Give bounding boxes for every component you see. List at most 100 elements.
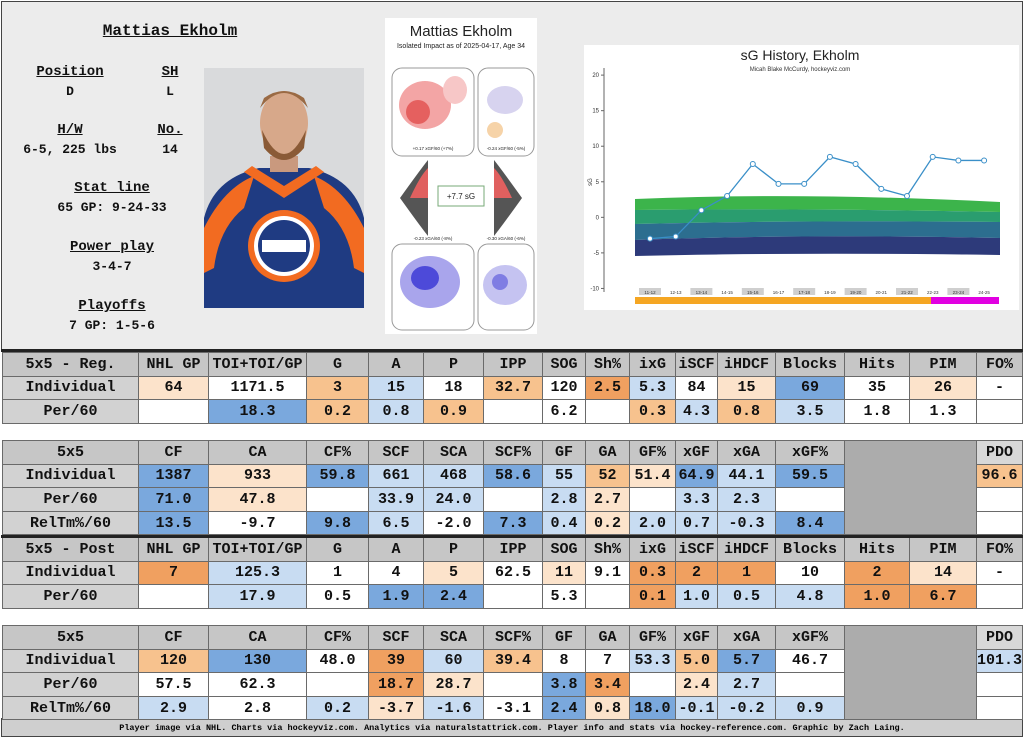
table-cell: IPP [483,537,543,562]
table-cell: 0.4 [542,510,586,536]
table-cell: Blocks [775,537,845,562]
info-value: D [66,84,74,99]
table-cell: Individual [2,375,139,401]
info-label: SH [161,64,179,80]
table-cell: 64.9 [675,463,718,489]
table-cell: 60 [423,648,484,674]
sg-subtitle: Micah Blake McCurdy, hockeyviz.com [750,67,851,73]
sg-point [929,153,936,160]
table-cell: 7 [138,560,209,586]
table-cell: 3 [306,375,369,401]
table-cell: -3.7 [368,695,424,721]
table-cell: 10 [775,560,845,586]
table-cell: 5.7 [717,648,776,674]
player-name: Mattias Ekholm [102,22,238,40]
table-cell: GF% [629,440,676,465]
table-cell: Sh% [585,537,630,562]
table-cell: GA [585,625,630,650]
separator [1,349,1023,352]
x-tick-label: 21-22 [901,290,913,295]
table-cell: 35 [844,375,910,401]
table-cell: FO% [976,352,1023,377]
table-cell: Sh% [585,352,630,377]
table-cell: 7.3 [483,510,543,536]
table-cell: 0.9 [423,399,484,424]
table-cell: CF% [306,440,369,465]
table-cell: NHL GP [138,537,209,562]
sg-point [698,207,705,214]
table-cell: A [368,537,424,562]
table-cell: SOG [542,537,586,562]
table-cell: PDO [976,440,1023,465]
table-cell: 55 [542,463,586,489]
table-cell: 125.3 [208,560,307,586]
table-cell: CF [138,625,209,650]
table-cell: CF% [306,625,369,650]
x-tick-label: 18-19 [824,290,836,295]
table-cell: 6.2 [542,399,586,424]
table-cell: FO% [976,537,1023,562]
y-tick-label: 0 [596,215,600,221]
table-cell [585,399,630,424]
x-tick-label: 15-16 [747,290,759,295]
table-cell: TOI+TOI/GP [208,537,307,562]
charts-layer: sG History, Ekholm Micah Blake McCurdy, … [385,18,1019,334]
table-cell: 51.4 [629,463,676,489]
table-cell: 57.5 [138,672,209,697]
table-cell: PDO [976,625,1023,650]
table-cell: 1.0 [844,584,910,609]
table-cell: 5.0 [675,648,718,674]
table-cell: 39.4 [483,648,543,674]
season-box [896,288,918,295]
x-tick-label: 22-23 [927,290,939,295]
table-cell: 130 [208,648,307,674]
table-cell: 0.8 [368,399,424,424]
table-cell: 1 [717,560,776,586]
table-cell: 5.3 [542,584,586,609]
table-cell: 2.7 [717,672,776,697]
table-cell: 15 [368,375,424,401]
table-cell: 28.7 [423,672,484,697]
x-tick-label: 17-18 [798,290,810,295]
table-cell: 2.4 [423,584,484,609]
table-cell: xGF% [775,625,845,650]
table-cell [306,672,369,697]
table-cell: 0.2 [306,399,369,424]
table-cell: 3.5 [775,399,845,424]
table-cell: GF [542,625,586,650]
table-cell: 468 [423,463,484,489]
table-cell: 2 [675,560,718,586]
table-cell: 52 [585,463,630,489]
table-cell: 120 [542,375,586,401]
table-cell: -0.2 [717,695,776,721]
sg-point [801,180,808,187]
table-cell: G [306,352,369,377]
table-cell: iSCF [675,537,718,562]
table-cell: 0.8 [585,695,630,721]
table-cell: 47.8 [208,487,307,512]
season-box [844,288,867,295]
sg-line [649,156,985,240]
table-cell: 3.3 [675,487,718,512]
table-cell: 0.5 [306,584,369,609]
sg-point [749,161,756,167]
table-cell: NHL GP [138,352,209,377]
season-box [741,288,764,295]
table-cell: 4 [368,560,424,586]
table-cell [483,584,543,609]
table-cell: xGF [675,625,718,650]
table-cell: Per/60 [2,487,139,512]
table-cell: -0.3 [717,510,776,536]
table-cell: 0.3 [629,399,676,424]
season-box [947,288,970,295]
y-tick-label: -5 [594,251,600,257]
table-cell: 32.7 [483,375,543,401]
table-cell: 2.4 [542,695,586,721]
y-tick-label: 20 [592,73,599,79]
table-cell: ixG [629,537,676,562]
table-cell: xGA [717,625,776,650]
table-cell: 0.5 [717,584,776,609]
table-cell: 44.1 [717,463,776,489]
table-cell: P [423,537,484,562]
table-cell: 2.5 [585,375,630,401]
